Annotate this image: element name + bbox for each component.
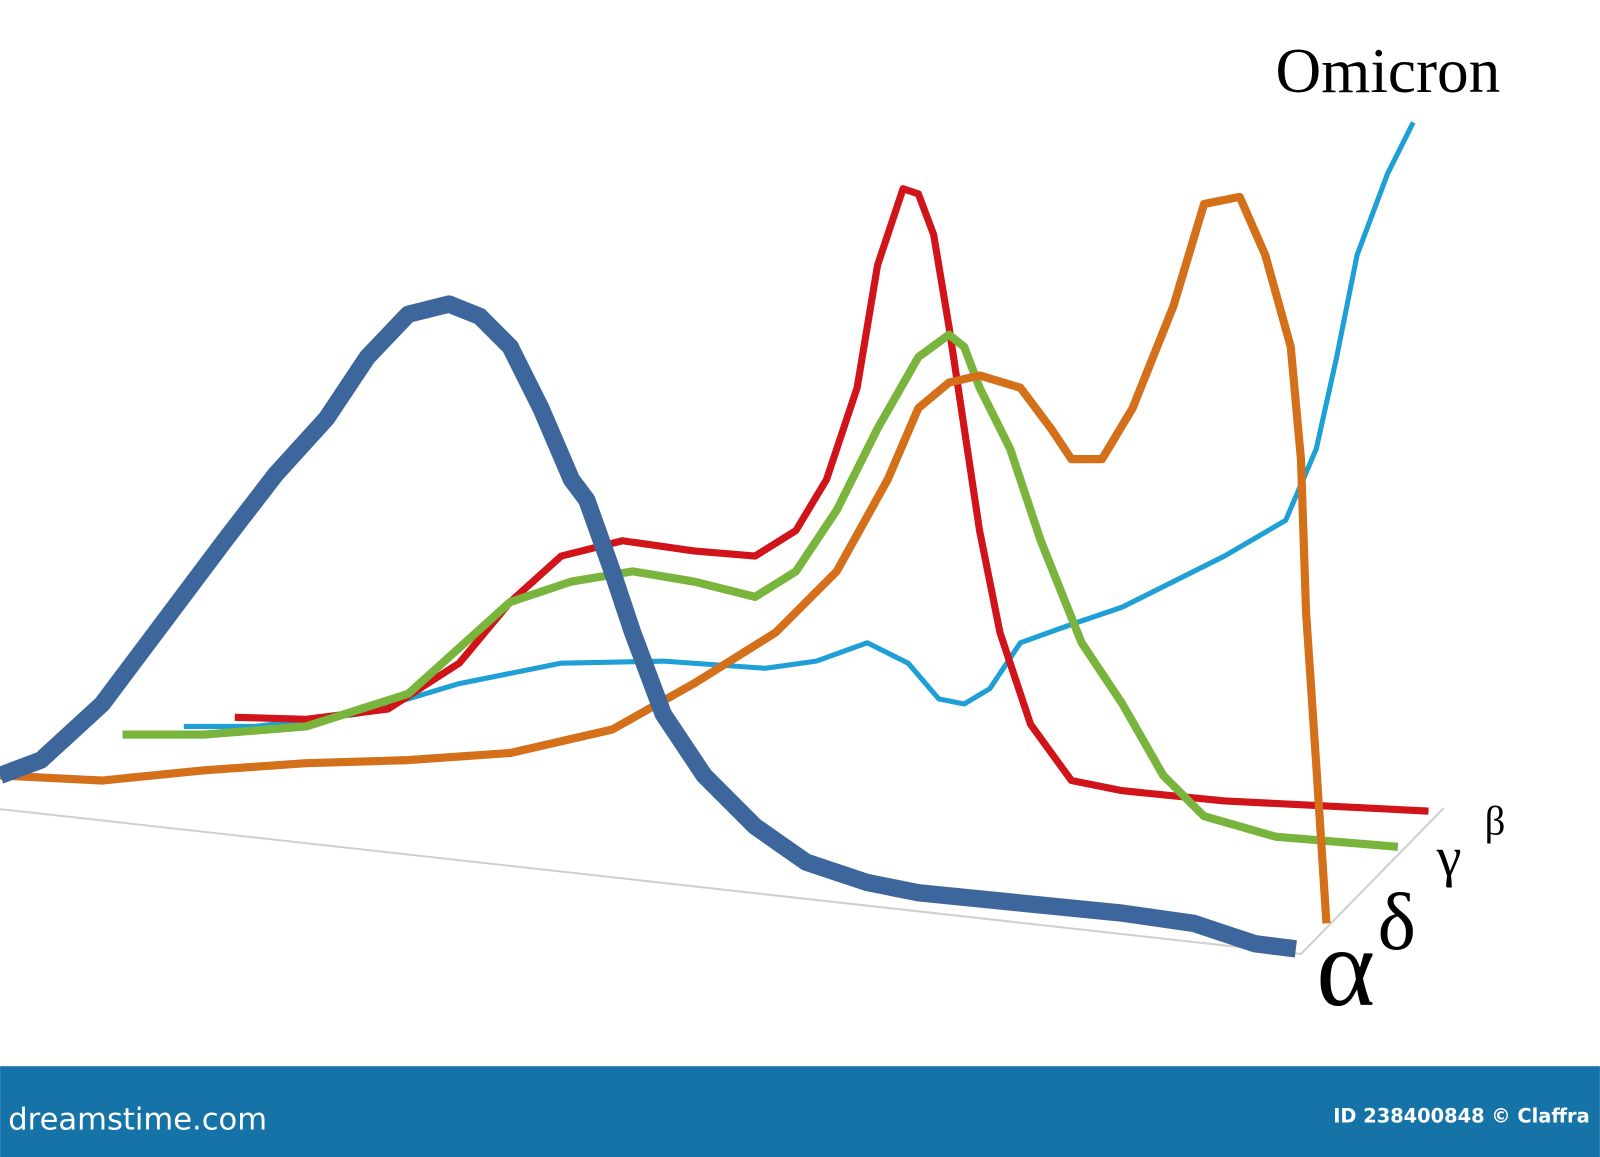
- variant-label: α: [1316, 906, 1375, 1030]
- variant-label: δ: [1377, 876, 1415, 967]
- variant-label: γ: [1436, 826, 1462, 888]
- delta-curve: [0, 192, 1331, 924]
- omicron-curve: [183, 121, 1416, 729]
- footer-bar: [0, 1066, 1600, 1157]
- alpha-curve: [0, 295, 1297, 958]
- base-line: [0, 807, 1445, 955]
- footer-credit: ID 238400848 © Claffra: [1333, 1104, 1589, 1127]
- footer-brand: dreamstime.com: [8, 1102, 267, 1137]
- beta-curve: [234, 185, 1429, 815]
- gamma-curve: [122, 330, 1399, 851]
- title: Omicron: [1275, 36, 1500, 106]
- variant-label: β: [1485, 799, 1506, 844]
